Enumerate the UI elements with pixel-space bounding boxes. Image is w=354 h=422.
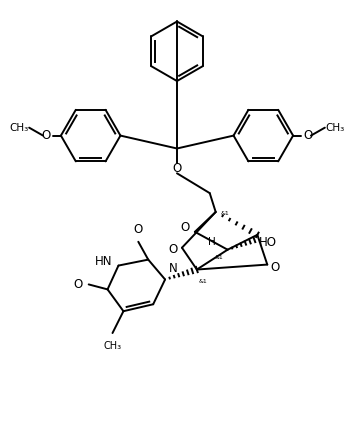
Text: O: O <box>134 223 143 236</box>
Text: CH₃: CH₃ <box>9 123 28 133</box>
Text: &1: &1 <box>199 279 207 284</box>
Text: CH₃: CH₃ <box>103 341 121 351</box>
Text: N: N <box>169 262 178 276</box>
Text: O: O <box>270 261 280 274</box>
Text: H: H <box>208 237 216 247</box>
Text: O: O <box>169 243 178 256</box>
Text: O: O <box>42 129 51 142</box>
Text: O: O <box>303 129 312 142</box>
Text: O: O <box>74 278 83 291</box>
Text: &1: &1 <box>215 255 224 260</box>
Text: CH₃: CH₃ <box>326 123 345 133</box>
Text: &1: &1 <box>221 211 229 216</box>
Text: HN: HN <box>95 255 113 268</box>
Text: HO: HO <box>259 236 277 249</box>
Text: O: O <box>181 222 190 234</box>
Text: O: O <box>172 162 182 175</box>
